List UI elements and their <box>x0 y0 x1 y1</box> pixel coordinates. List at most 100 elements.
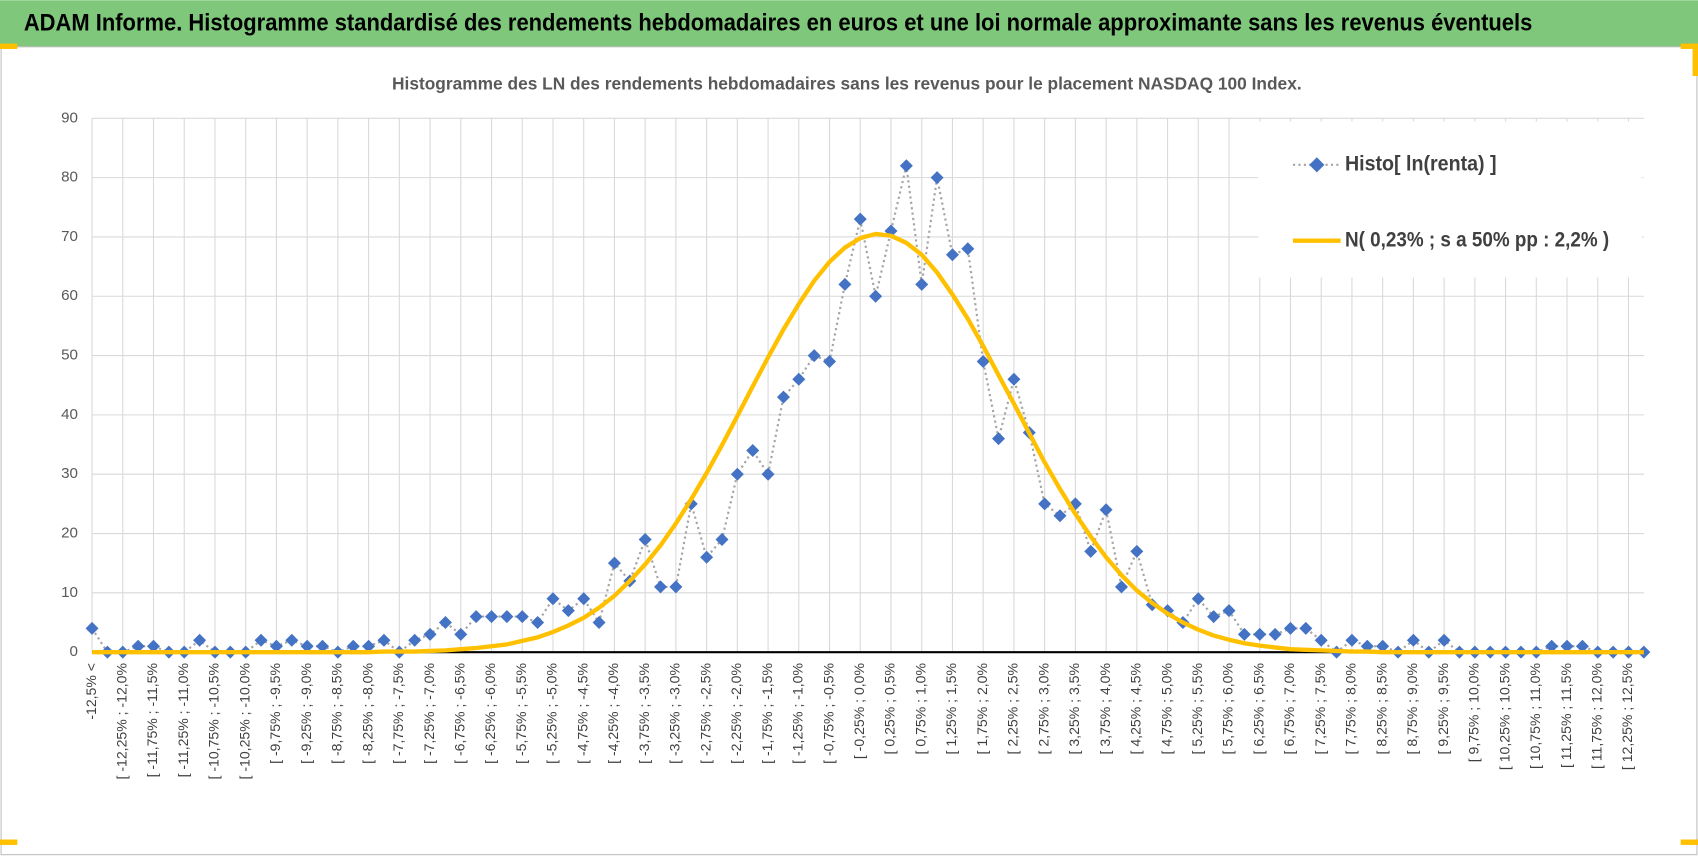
marker <box>1222 604 1236 618</box>
x-tick-label: [ 0,75% ; 1,0% <box>912 663 928 754</box>
x-tick-label: [ 10,25% ; 10,5% <box>1496 663 1512 770</box>
marker <box>1207 610 1221 624</box>
x-tick-label: [ 7,25% ; 7,5% <box>1312 663 1328 754</box>
x-tick-label: [ 3,25% ; 3,5% <box>1066 663 1082 754</box>
x-tick-label: -12,5% < <box>83 663 99 720</box>
page-title: ADAM Informe. Histogramme standardisé de… <box>24 9 1532 36</box>
x-tick-label: [ 7,75% ; 8,0% <box>1343 663 1359 754</box>
marker <box>1376 639 1390 653</box>
x-tick-label: [ 3,75% ; 4,0% <box>1097 663 1113 754</box>
marker <box>515 610 529 624</box>
x-tick-label: [ -5,25% ; -5,0% <box>544 663 560 764</box>
marker <box>485 610 499 624</box>
marker <box>285 633 299 647</box>
marker <box>869 289 883 303</box>
grid: 0 10 20 30 40 50 60 70 80 90 -12,5% < [ -12,25% ; -… <box>61 109 1644 779</box>
chart-title: Histogramme des LN des rendements hebdom… <box>392 73 1302 93</box>
marker <box>454 627 468 641</box>
marker <box>607 556 621 570</box>
x-tick-label: [ 8,75% ; 9,0% <box>1404 663 1420 754</box>
marker <box>1575 639 1589 653</box>
x-tick-label: [ 5,75% ; 6,0% <box>1220 663 1236 754</box>
x-tick-label: [ -12,25% ; -12,0% <box>113 663 129 779</box>
marker <box>1253 627 1267 641</box>
marker <box>761 467 775 481</box>
x-tick-label: [ -2,25% ; -2,0% <box>728 663 744 764</box>
x-tick-label: [ 11,75% ; 12,0% <box>1588 663 1604 769</box>
y-tick-label: 50 <box>61 347 78 364</box>
x-tick-label: [ 4,25% ; 4,5% <box>1128 663 1144 754</box>
marker <box>807 349 821 363</box>
x-tick-label: [ 2,75% ; 3,0% <box>1035 663 1051 754</box>
marker <box>1545 639 1559 653</box>
marker <box>1007 372 1021 386</box>
marker <box>577 592 591 606</box>
x-tick-label: [ 4,75% ; 5,0% <box>1158 663 1174 754</box>
legend-marker <box>1309 157 1325 173</box>
x-tick-label: [ -10,75% ; -10,5% <box>206 663 222 779</box>
marker <box>669 580 683 594</box>
x-tick-label: [ -1,75% ; -1,5% <box>759 663 775 764</box>
marker <box>715 532 729 546</box>
marker <box>1268 627 1282 641</box>
marker <box>408 633 422 647</box>
x-tick-label: [ -9,25% ; -9,0% <box>298 663 314 764</box>
x-tick-label: [ 8,25% ; 8,5% <box>1373 663 1389 754</box>
corner-mark <box>1692 43 1698 77</box>
x-tick-label: [ 9,75% ; 10,0% <box>1466 663 1482 762</box>
marker <box>992 432 1006 446</box>
x-tick-label: [ -7,75% ; -7,5% <box>390 663 406 764</box>
marker <box>531 616 545 629</box>
marker <box>823 354 837 368</box>
marker <box>1345 633 1359 647</box>
chart-border <box>0 46 1698 856</box>
legend: Histo[ ln(renta) ] N( 0,23% ; s a 50% pp … <box>1258 121 1642 278</box>
y-tick-label: 30 <box>61 465 78 482</box>
x-tick-label: [ -0,75% ; -0,5% <box>820 663 836 764</box>
marker <box>300 639 314 653</box>
x-tick-label: [ 6,25% ; 6,5% <box>1250 663 1266 754</box>
marker <box>976 354 990 368</box>
marker <box>500 610 514 624</box>
y-tick-label: 70 <box>61 228 78 245</box>
x-tick-label: [ -1,25% ; -1,0% <box>790 663 806 764</box>
x-tick-label: [ 0,25% ; 0,5% <box>882 663 898 754</box>
legend-box <box>1258 121 1642 278</box>
x-tick-label: [ -7,25% ; -7,0% <box>421 663 437 764</box>
x-tick-label: [ -8,75% ; -8,5% <box>329 663 345 764</box>
x-tick-label: [ 12,25% ; 12,5% <box>1619 663 1635 770</box>
marker <box>1099 503 1113 517</box>
x-tick-label: [ -6,75% ; -6,5% <box>452 663 468 764</box>
marker <box>469 610 483 624</box>
legend-label: N( 0,23% ; s a 50% pp : 2,2% ) <box>1345 226 1609 251</box>
x-tick-label: [ -11,25% ; -11,0% <box>175 663 191 777</box>
marker <box>1053 509 1067 523</box>
y-tick-label: 20 <box>61 525 78 542</box>
x-tick-label: [ 5,25% ; 5,5% <box>1189 663 1205 754</box>
corner-mark <box>1680 43 1698 49</box>
x-tick-label: [ -3,75% ; -3,5% <box>636 663 652 764</box>
x-tick-label: [ -8,25% ; -8,0% <box>359 663 375 764</box>
x-tick-label: [ 1,25% ; 1,5% <box>943 663 959 754</box>
x-tick-label: [ 6,75% ; 7,0% <box>1281 663 1297 754</box>
corner-mark <box>1680 839 1698 845</box>
x-tick-label: [ -0,25% ; 0,0% <box>851 663 867 759</box>
y-tick-label: 60 <box>61 287 78 304</box>
corner-mark <box>0 839 18 845</box>
y-tick-label: 0 <box>70 643 78 660</box>
x-tick-label: [ 2,25% ; 2,5% <box>1005 663 1021 754</box>
header-bar <box>0 0 1698 47</box>
marker <box>193 633 207 647</box>
marker <box>131 639 145 653</box>
y-tick-label: 40 <box>61 406 78 423</box>
marker <box>438 616 452 629</box>
corner-mark <box>0 43 18 49</box>
x-tick-label: [ -6,25% ; -6,0% <box>482 663 498 764</box>
series-line <box>92 231 1644 655</box>
marker <box>1437 633 1451 647</box>
marker <box>269 639 283 653</box>
x-tick-label: [ -10,25% ; -10,0% <box>236 663 252 779</box>
marker <box>1191 592 1205 606</box>
